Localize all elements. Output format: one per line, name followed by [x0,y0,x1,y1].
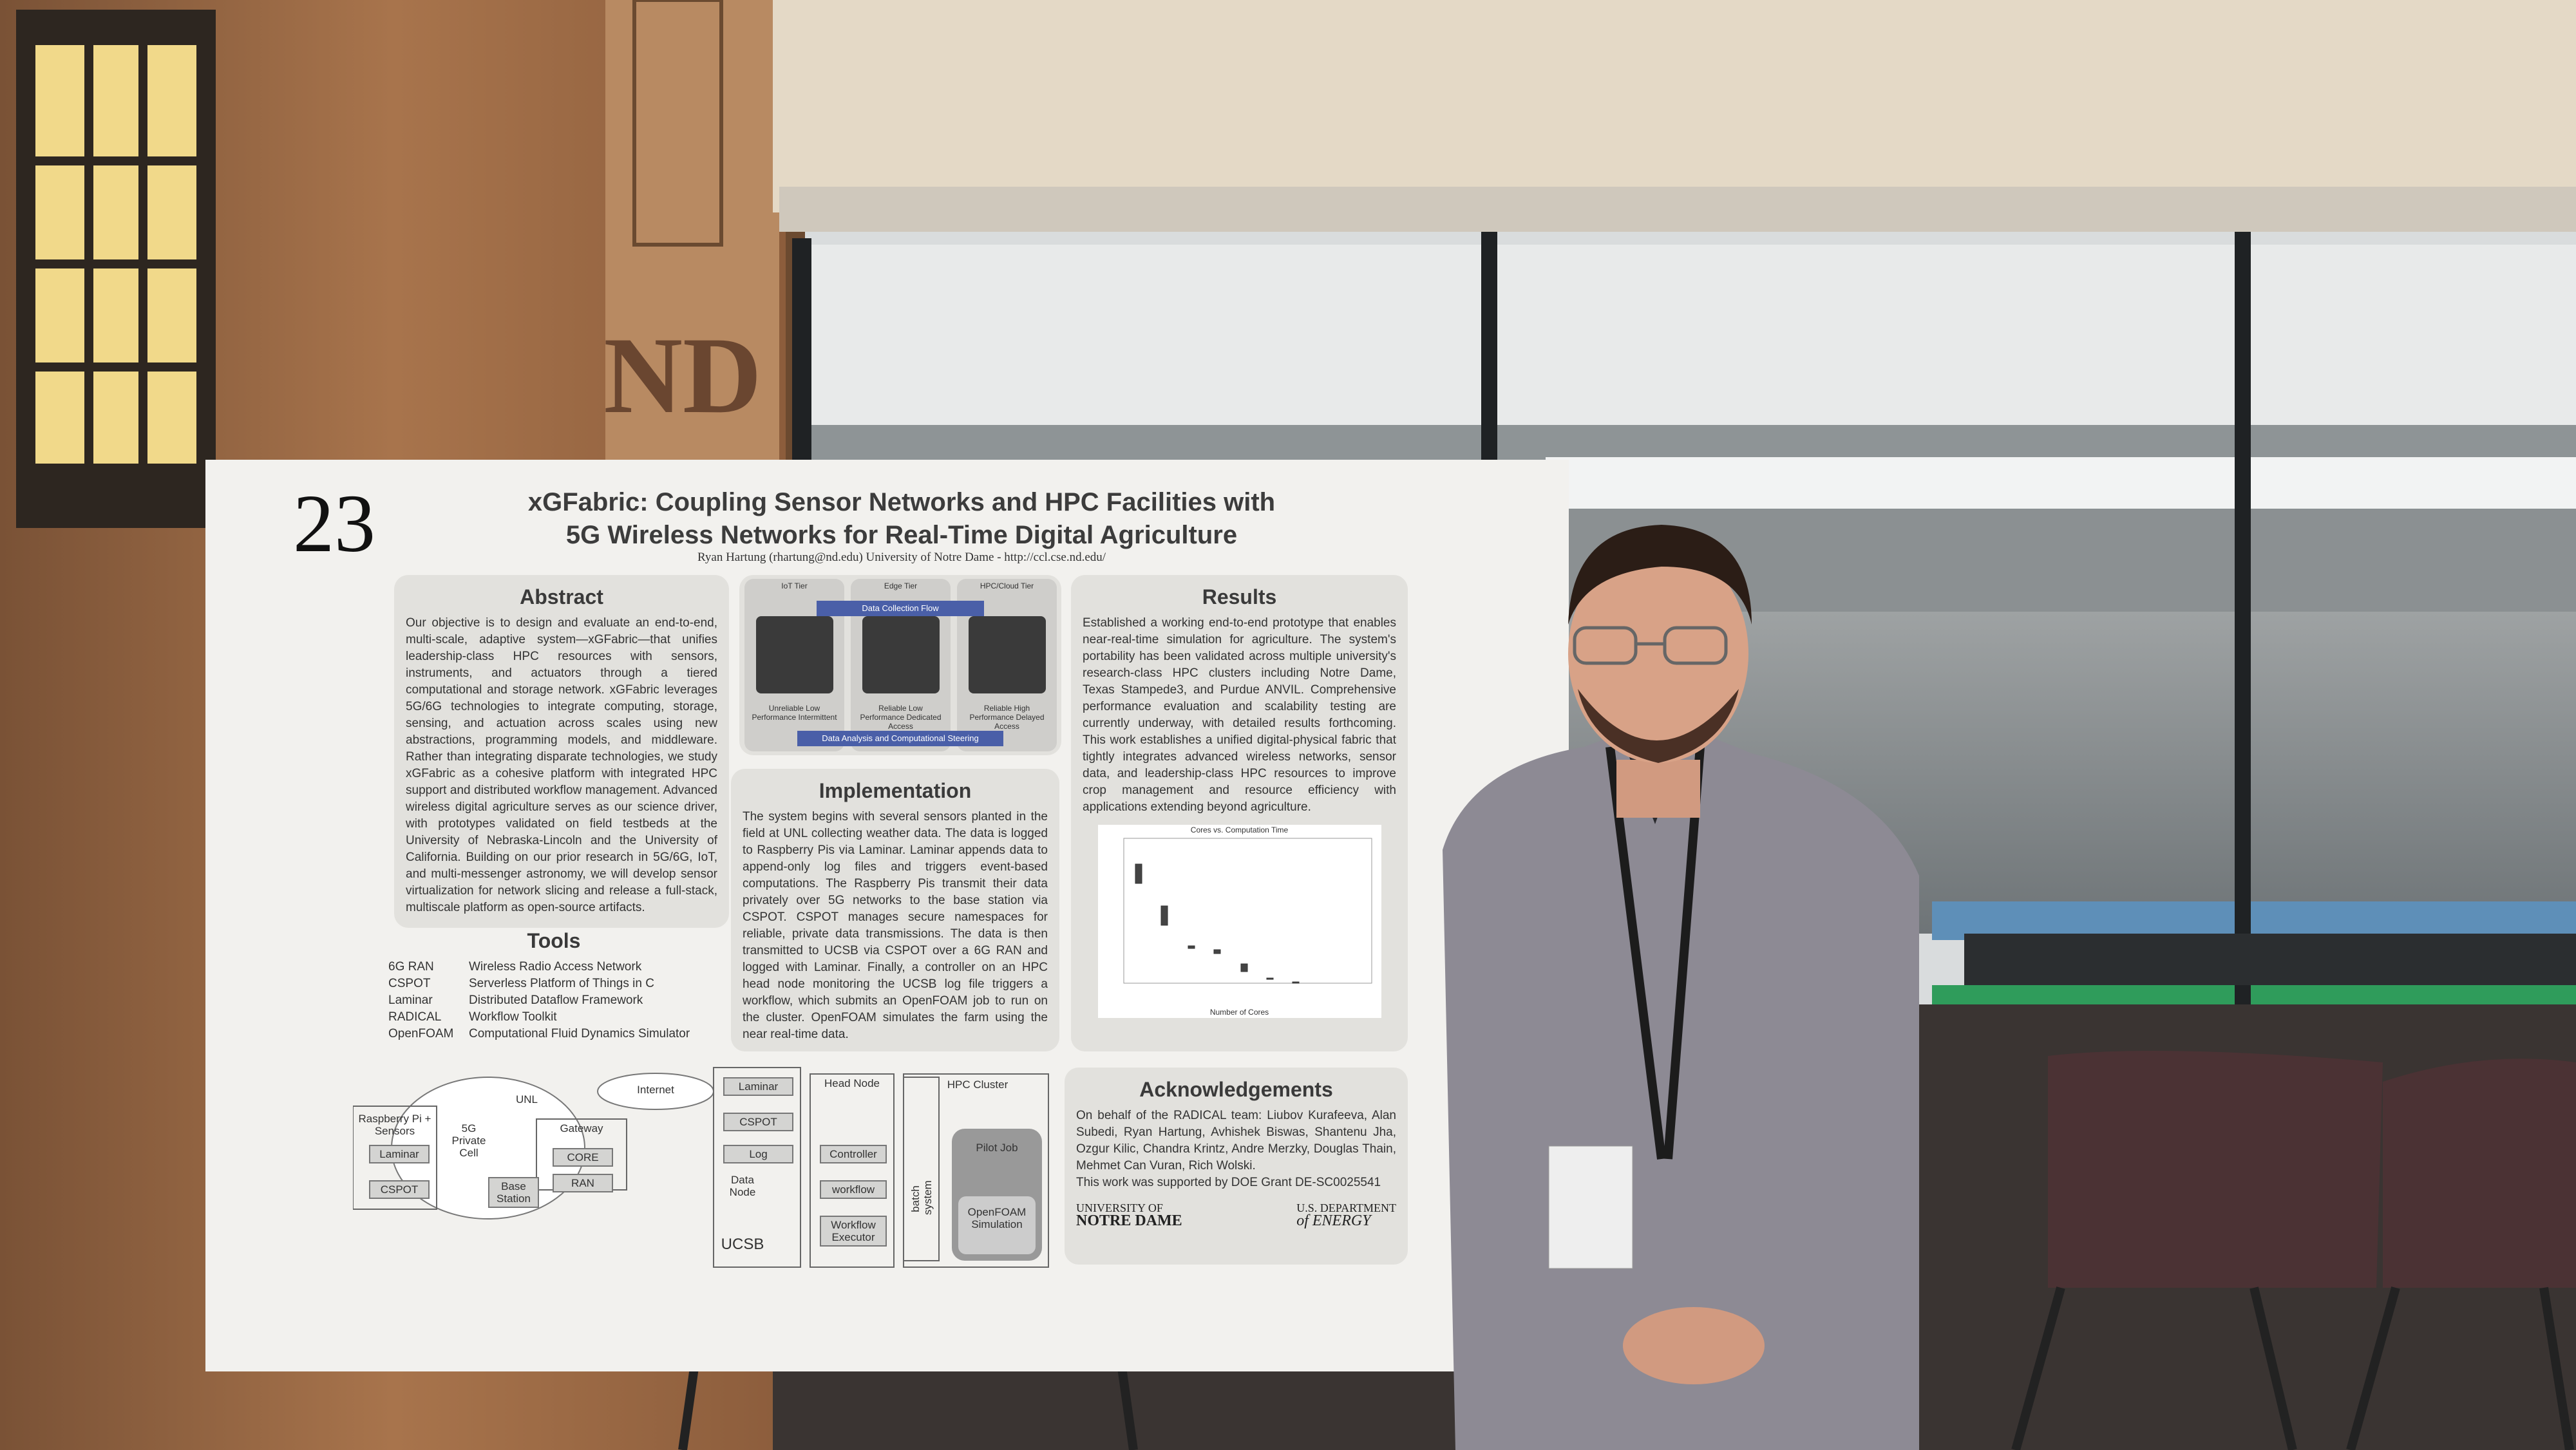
results-chart: Cores vs. Computation Time Number of Cor… [1097,825,1381,1018]
diagram-box: RAN [553,1174,613,1192]
acknowledgements-panel: Acknowledgements On behalf of the RADICA… [1065,1068,1408,1265]
architecture-diagram: Raspberry Pi + Sensors Laminar CSPOT UNL 5G … [353,1064,1055,1274]
person [1443,525,1919,1450]
tool-name: OpenFOAM [388,1027,454,1040]
notre-dame-logo: UNIVERSITY OF NOTRE DAME [1076,1201,1182,1229]
diagram-label: HPC Cluster [947,1078,1009,1091]
flow-arrow: Data Analysis and Computational Steering [797,731,1003,746]
results-text: Established a working end-to-end prototy… [1083,616,1396,814]
poster-number: 23 [293,478,375,569]
diagram-box: CSPOT [723,1113,793,1131]
tier-column: IoT Tier Unreliable Low Performance Inter… [744,579,844,751]
title-line: 5G Wireless Networks for Real-Time Digit… [565,521,1238,549]
logo-text: of ENERGY [1296,1212,1371,1229]
diagram-label: UCSB [721,1236,764,1253]
implementation-panel: Implementation The system begins with se… [731,769,1059,1051]
tool-row: OpenFOAM Computational Fluid Dynamics Sim… [388,1026,719,1042]
tier-description: Unreliable Low Performance Intermittent [752,704,837,722]
tool-desc: Serverless Platform of Things in C [469,977,654,990]
tool-desc: Distributed Dataflow Framework [469,993,643,1007]
chart-plot [1123,838,1372,984]
diagram-box: CSPOT [369,1180,430,1199]
logos: UNIVERSITY OF NOTRE DAME U.S. DEPARTMENT o… [1076,1201,1396,1229]
tool-row: Laminar Distributed Dataflow Framework [388,992,719,1009]
author: Ryan Hartung (rhartung@nd.edu) Universit… [697,551,1106,564]
diagram-label: batch system [909,1180,934,1215]
tool-desc: Workflow Toolkit [469,1010,557,1024]
tool-name: CSPOT [388,977,431,990]
diagram-label: Internet [637,1084,674,1096]
tier-name: Edge Tier [884,581,918,590]
tools-list: 6G RAN Wireless Radio Access Network CSPOT… [388,959,719,1042]
tier-image [862,616,940,693]
tool-row: RADICAL Workflow Toolkit [388,1009,719,1026]
grant-text: This work was supported by DOE Grant DE-… [1076,1176,1381,1189]
diagram-box: CORE [553,1148,613,1167]
tier-description: Reliable Low Performance Dedicated Acces… [860,704,942,731]
tool-desc: Computational Fluid Dynamics Simulator [469,1027,690,1040]
tool-name: Laminar [388,993,433,1007]
diagram-box: Laminar [723,1077,793,1096]
section-heading: Results [1202,585,1277,608]
logo-text: UNIVERSITY OF [1076,1201,1163,1214]
tools-panel: Tools 6G RAN Wireless Radio Access Networ… [377,928,731,1053]
diagram-label: Head Node [824,1077,880,1089]
tier-image [968,616,1046,693]
tiers-panel: IoT Tier Unreliable Low Performance Inter… [739,575,1061,755]
tier-image [755,616,833,693]
chart-title: Cores vs. Computation Time [1190,825,1289,834]
diagram-box: workflow [820,1180,887,1199]
diagram-box: Workflow Executor [820,1216,887,1247]
poster-title: xGFabric: Coupling Sensor Networks and H… [386,486,1417,552]
diagram-box: Log [723,1145,793,1163]
diagram-label: UNL [515,1093,538,1106]
section-heading: Acknowledgements [1139,1078,1333,1101]
acknowledgements-text: On behalf of the RADICAL team: Liubov Ku… [1076,1109,1396,1172]
diagram-box: Base Station [488,1177,539,1208]
diagram-label: 5G Private Cell [451,1122,486,1159]
section-heading: Implementation [819,779,972,802]
diagram-label: Gateway [560,1122,603,1135]
diagram-label: OpenFOAM Simulation [967,1206,1027,1230]
flow-arrow: Data Collection Flow [817,601,984,616]
doe-logo: U.S. DEPARTMENT of ENERGY [1296,1201,1396,1229]
results-panel: Results Established a working end-to-end… [1071,575,1408,1051]
tool-desc: Wireless Radio Access Network [469,960,642,974]
tier-name: IoT Tier [781,581,808,590]
tool-row: CSPOT Serverless Platform of Things in C [388,975,719,992]
title-line: xGFabric: Coupling Sensor Networks and H… [527,488,1276,516]
tier-name: HPC/Cloud Tier [980,581,1034,590]
logo-text: NOTRE DAME [1076,1212,1182,1229]
diagram-box: Controller [820,1145,887,1163]
diagram-label: Data Node [729,1174,756,1198]
tool-row: 6G RAN Wireless Radio Access Network [388,959,719,975]
tool-name: 6G RAN [388,960,434,974]
section-heading: Abstract [520,585,603,608]
section-heading: Tools [527,929,581,952]
diagram-box: Laminar [369,1145,430,1163]
abstract-panel: Abstract Our objective is to design and … [394,575,729,928]
tier-description: Reliable High Performance Delayed Access [969,704,1045,731]
chart-x-label: Number of Cores [1209,1008,1269,1017]
implementation-text: The system begins with several sensors p… [743,810,1048,1041]
diagram-shapes [353,1067,1049,1268]
abstract-text: Our objective is to design and evaluate … [406,616,717,914]
tool-name: RADICAL [388,1010,442,1024]
logo-text: U.S. DEPARTMENT [1296,1201,1396,1214]
diagram-label: Raspberry Pi + Sensors [358,1113,431,1137]
diagram-label: Pilot Job [976,1142,1018,1154]
svg-text:ND: ND [603,315,762,436]
